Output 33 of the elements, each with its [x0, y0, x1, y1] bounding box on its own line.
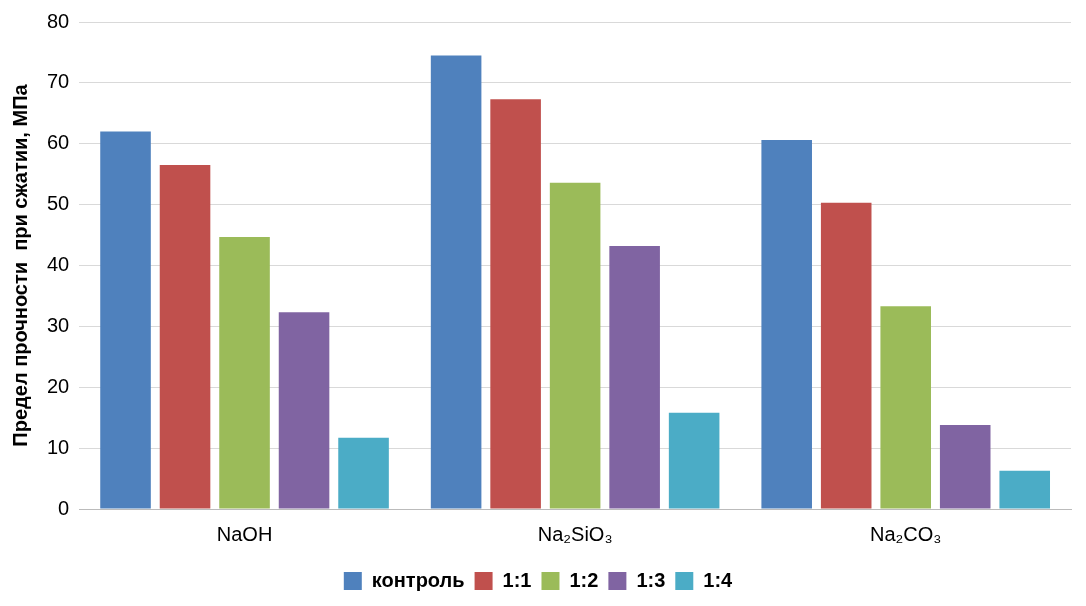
bar — [761, 140, 812, 509]
bar — [338, 437, 389, 509]
bar — [939, 424, 991, 509]
bar — [880, 306, 931, 509]
y-tick-label: 30 — [47, 313, 70, 336]
legend-label: 1:2 — [569, 568, 599, 591]
bar — [159, 165, 211, 509]
bar — [999, 470, 1051, 509]
legend-label: контроль — [371, 568, 465, 591]
bar — [219, 236, 270, 509]
legend-label: 1:1 — [502, 568, 532, 591]
bar — [820, 202, 872, 509]
y-tick-label: 80 — [47, 9, 70, 32]
legend-label: 1:4 — [703, 568, 734, 591]
x-tick-label: Na₂CO₃ — [869, 522, 942, 545]
y-tick-label: 40 — [47, 253, 70, 276]
bar — [278, 312, 330, 509]
x-tick-label: NaOH — [216, 522, 273, 545]
bar — [100, 131, 151, 509]
y-tick-label: 0 — [58, 496, 70, 519]
y-tick-label: 20 — [47, 374, 70, 397]
bar — [430, 55, 482, 509]
bar — [668, 412, 720, 509]
x-tick-label: Na₂SiO₃ — [537, 522, 613, 545]
y-tick-label: 10 — [47, 435, 70, 458]
y-axis-title: Предел прочности при сжатии, МПа — [8, 83, 31, 447]
y-tick-label: 70 — [47, 70, 70, 93]
legend-label: 1:3 — [636, 568, 666, 591]
bar — [549, 182, 601, 509]
y-tick-label: 50 — [47, 192, 70, 215]
y-tick-label: 60 — [47, 131, 70, 154]
bar — [609, 246, 660, 509]
bar — [490, 99, 541, 509]
